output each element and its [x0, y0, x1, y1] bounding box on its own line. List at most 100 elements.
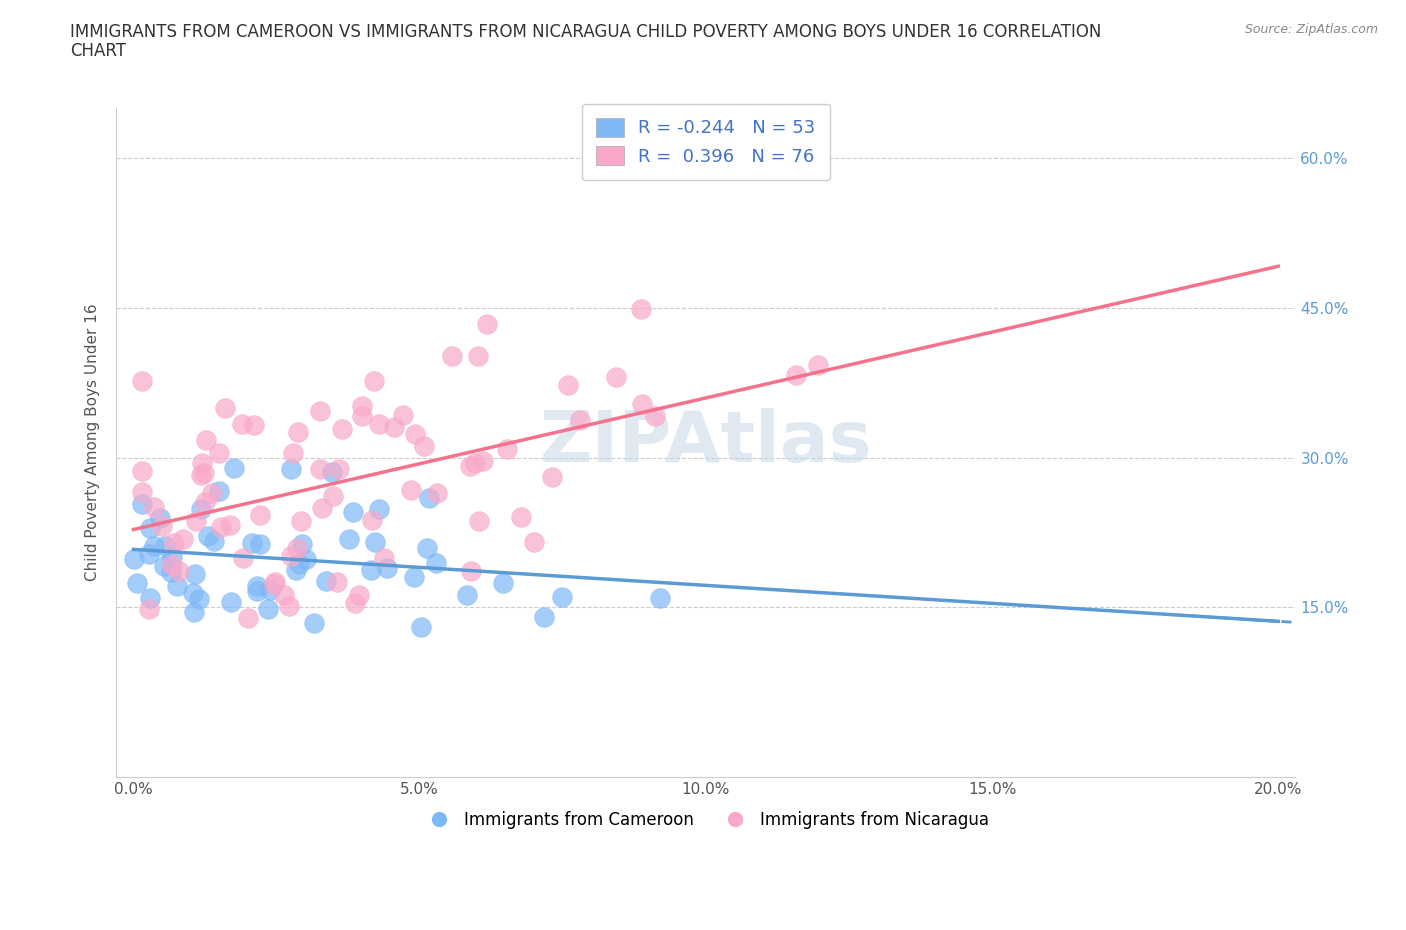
Point: [404, 427, 426, 442]
Point: [360, 512, 382, 527]
Point: [263, 577, 285, 591]
Text: CHART: CHART: [70, 42, 127, 60]
Point: [155, 538, 177, 553]
Point: [264, 575, 287, 590]
Legend: Immigrants from Cameroon, Immigrants from Nicaragua: Immigrants from Cameroon, Immigrants fro…: [416, 804, 995, 836]
Point: [412, 439, 434, 454]
Point: [190, 468, 212, 483]
Point: [523, 535, 546, 550]
Point: [322, 488, 344, 503]
Point: [328, 462, 350, 477]
Text: ZIPAtlas: ZIPAtlas: [540, 408, 872, 477]
Point: [277, 598, 299, 613]
Point: [464, 455, 486, 470]
Point: [568, 413, 591, 428]
Point: [194, 494, 217, 509]
Point: [172, 532, 194, 547]
Point: [344, 595, 367, 610]
Point: [295, 551, 318, 566]
Point: [309, 462, 332, 477]
Point: [259, 582, 281, 597]
Point: [160, 550, 183, 565]
Point: [302, 615, 325, 630]
Point: [281, 445, 304, 460]
Point: [557, 378, 579, 392]
Point: [291, 537, 314, 551]
Point: [364, 535, 387, 550]
Point: [166, 578, 188, 593]
Point: [290, 513, 312, 528]
Point: [392, 407, 415, 422]
Point: [256, 602, 278, 617]
Point: [551, 590, 574, 604]
Point: [219, 518, 242, 533]
Point: [456, 588, 478, 603]
Point: [350, 408, 373, 423]
Point: [214, 400, 236, 415]
Point: [631, 396, 654, 411]
Point: [131, 497, 153, 512]
Point: [287, 556, 309, 571]
Point: [315, 574, 337, 589]
Point: [208, 484, 231, 498]
Point: [541, 470, 564, 485]
Point: [153, 558, 176, 573]
Point: [222, 461, 245, 476]
Point: [785, 368, 807, 383]
Point: [644, 408, 666, 423]
Point: [648, 591, 671, 605]
Point: [287, 425, 309, 440]
Point: [122, 551, 145, 566]
Point: [219, 594, 242, 609]
Point: [350, 398, 373, 413]
Point: [330, 421, 353, 436]
Point: [373, 551, 395, 565]
Point: [193, 466, 215, 481]
Point: [468, 513, 491, 528]
Point: [418, 490, 440, 505]
Point: [240, 536, 263, 551]
Point: [190, 501, 212, 516]
Point: [280, 549, 302, 564]
Point: [426, 485, 449, 500]
Point: [183, 604, 205, 619]
Point: [246, 578, 269, 593]
Y-axis label: Child Poverty Among Boys Under 16: Child Poverty Among Boys Under 16: [86, 304, 100, 581]
Point: [460, 564, 482, 578]
Point: [409, 619, 432, 634]
Point: [458, 458, 481, 473]
Point: [195, 432, 218, 447]
Point: [416, 541, 439, 556]
Point: [404, 570, 426, 585]
Point: [138, 602, 160, 617]
Point: [367, 501, 389, 516]
Point: [238, 611, 260, 626]
Point: [807, 357, 830, 372]
Point: [363, 374, 385, 389]
Point: [209, 520, 232, 535]
Point: [605, 369, 627, 384]
Point: [188, 591, 211, 606]
Point: [467, 349, 489, 364]
Point: [273, 587, 295, 602]
Point: [125, 576, 148, 591]
Point: [509, 510, 531, 525]
Point: [184, 513, 207, 528]
Point: [360, 563, 382, 578]
Point: [149, 510, 172, 525]
Point: [231, 416, 253, 431]
Point: [202, 534, 225, 549]
Point: [533, 610, 555, 625]
Point: [167, 564, 190, 578]
Point: [285, 563, 308, 578]
Point: [309, 404, 332, 418]
Point: [143, 538, 166, 553]
Point: [131, 485, 153, 499]
Point: [375, 561, 398, 576]
Point: [321, 464, 343, 479]
Point: [249, 537, 271, 551]
Point: [285, 541, 308, 556]
Text: Source: ZipAtlas.com: Source: ZipAtlas.com: [1244, 23, 1378, 36]
Point: [472, 453, 495, 468]
Point: [425, 555, 447, 570]
